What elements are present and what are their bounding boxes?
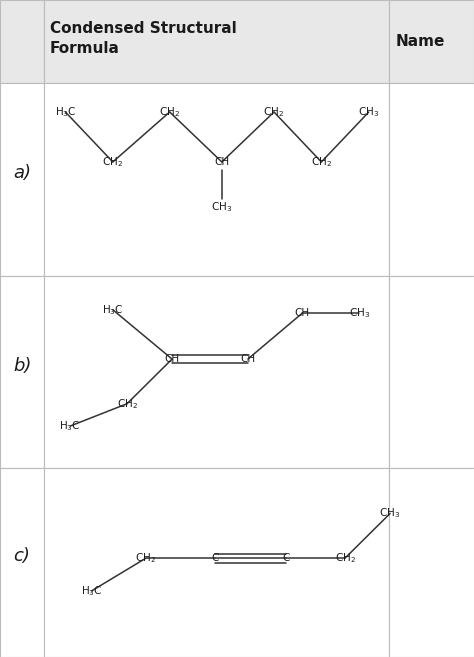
- Text: Condensed Structural
Formula: Condensed Structural Formula: [50, 21, 237, 56]
- Bar: [0, 276, 44, 468]
- Bar: [0, 83, 44, 276]
- Text: CH$_3$: CH$_3$: [211, 200, 232, 214]
- Text: H$_3$C: H$_3$C: [59, 419, 81, 433]
- Text: CH$_2$: CH$_2$: [159, 105, 180, 119]
- Text: CH$_2$: CH$_2$: [335, 551, 356, 565]
- Text: H$_3$C: H$_3$C: [102, 303, 124, 317]
- Bar: [389, 276, 474, 468]
- Text: CH$_2$: CH$_2$: [117, 397, 137, 411]
- Text: H$_3$C: H$_3$C: [81, 584, 102, 598]
- Bar: [0, 468, 44, 657]
- Text: a): a): [13, 164, 31, 182]
- Text: Name: Name: [396, 34, 445, 49]
- Text: CH: CH: [295, 308, 310, 318]
- Bar: [389, 0, 474, 83]
- Text: CH$_2$: CH$_2$: [136, 551, 156, 565]
- Bar: [389, 468, 474, 657]
- Bar: [44, 468, 389, 657]
- Text: CH: CH: [164, 354, 180, 364]
- Text: CH$_2$: CH$_2$: [102, 155, 123, 169]
- Text: H$_3$C: H$_3$C: [55, 105, 76, 119]
- Bar: [44, 83, 389, 276]
- Bar: [0, 0, 44, 83]
- Text: b): b): [13, 357, 31, 374]
- Text: CH: CH: [214, 157, 229, 167]
- Text: C: C: [211, 553, 219, 563]
- Text: CH$_2$: CH$_2$: [311, 155, 332, 169]
- Text: CH$_3$: CH$_3$: [349, 306, 370, 320]
- Text: CH: CH: [240, 354, 255, 364]
- Text: CH$_2$: CH$_2$: [264, 105, 284, 119]
- Text: c): c): [14, 547, 30, 565]
- Bar: [44, 0, 389, 83]
- Text: CH$_3$: CH$_3$: [380, 507, 401, 520]
- Bar: [389, 83, 474, 276]
- Text: CH$_3$: CH$_3$: [358, 105, 379, 119]
- Bar: [44, 276, 389, 468]
- Text: C: C: [282, 553, 290, 563]
